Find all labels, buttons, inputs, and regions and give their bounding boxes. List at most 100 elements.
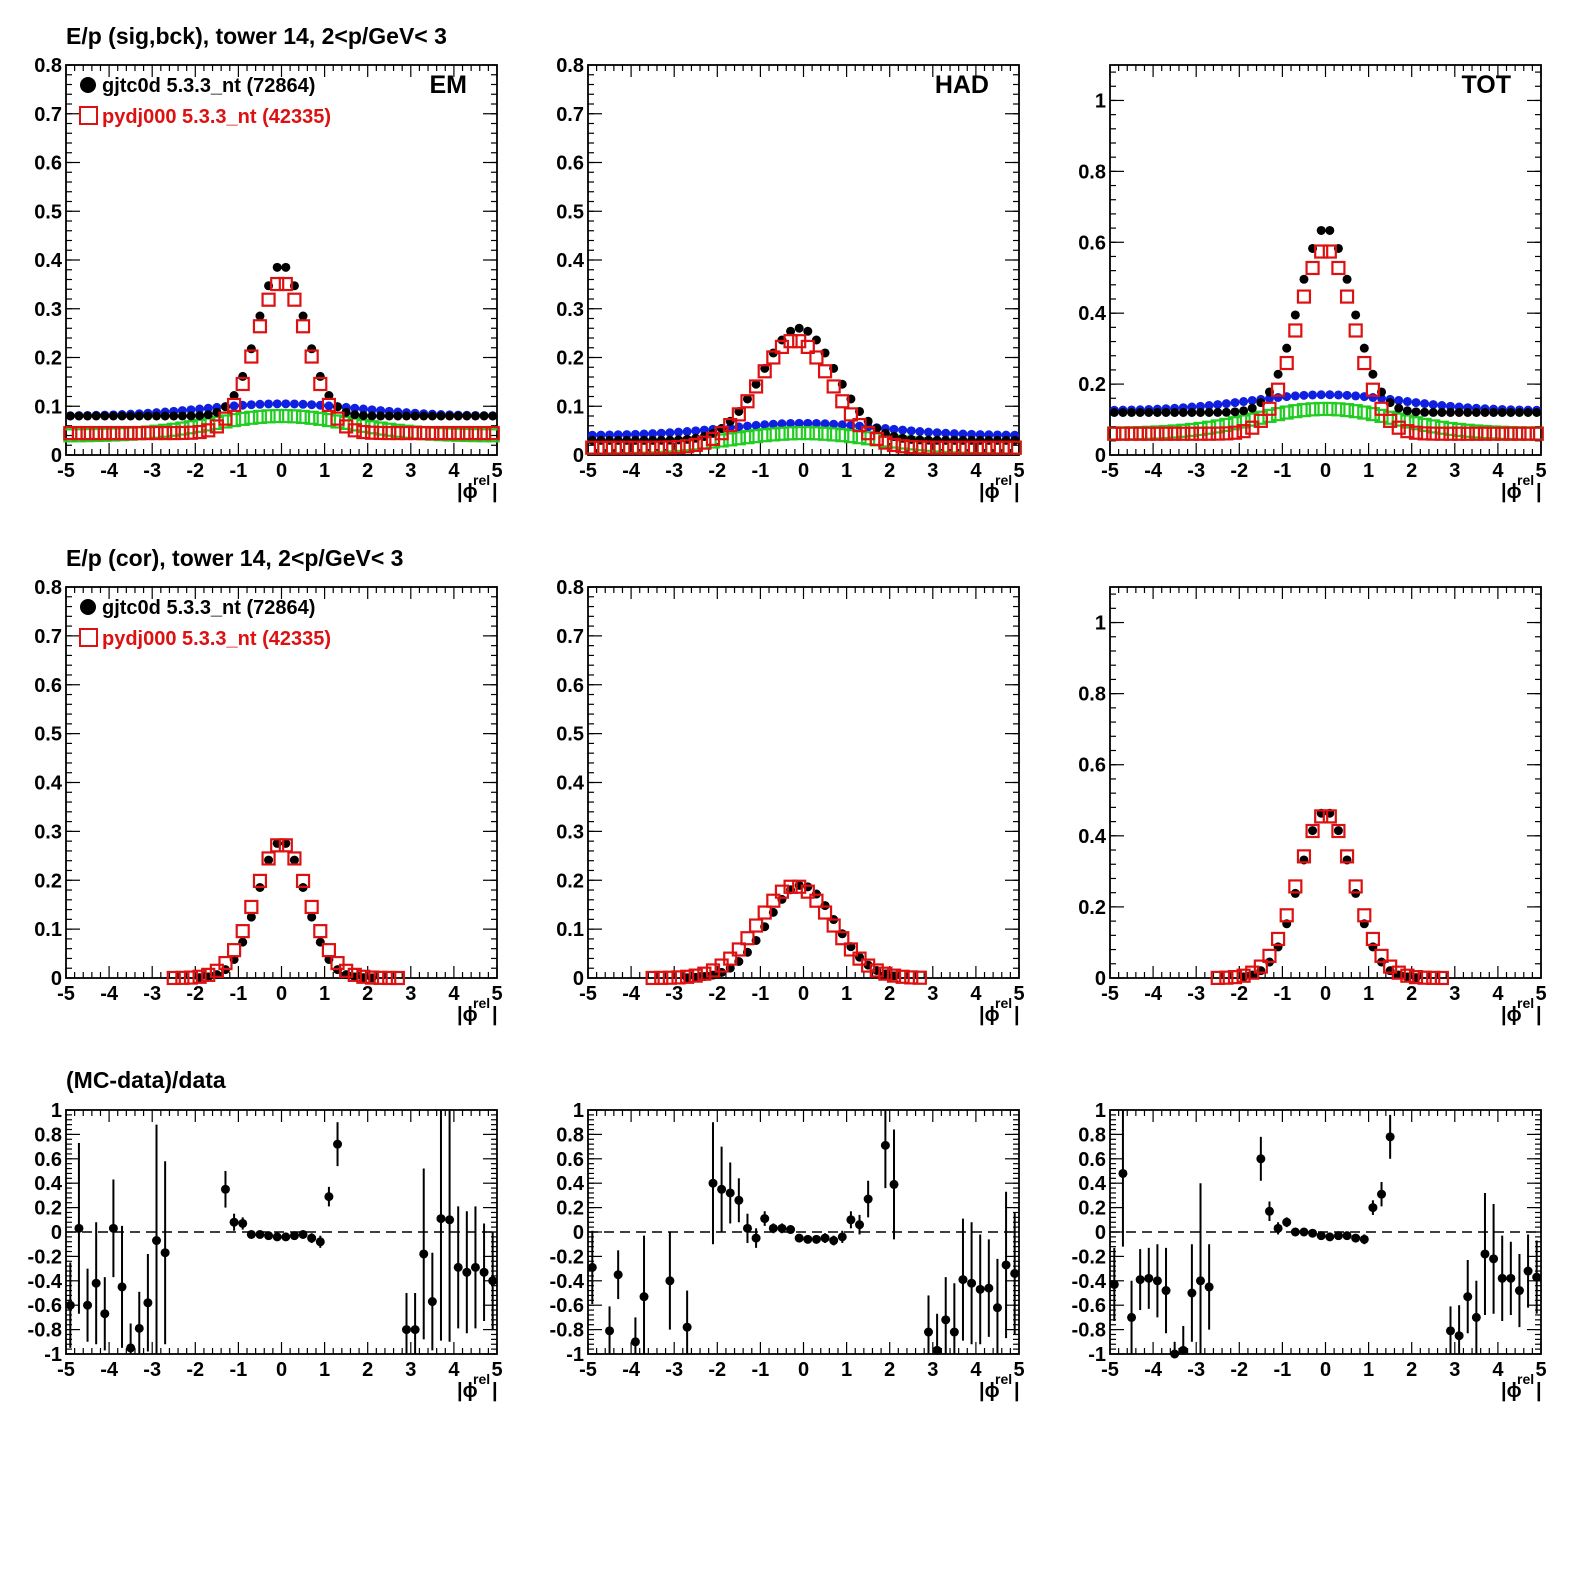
ratio-point bbox=[289, 1231, 299, 1241]
bck-mc-point bbox=[740, 430, 755, 445]
sig-mc-point bbox=[766, 350, 781, 365]
bck-data-point bbox=[949, 429, 959, 439]
sig-data-point bbox=[462, 411, 472, 421]
sig-data-point bbox=[1247, 403, 1257, 413]
ratio-point bbox=[605, 1326, 615, 1336]
y-tick-label: 0 bbox=[51, 445, 62, 467]
y-tick-label: 0.4 bbox=[556, 773, 585, 795]
bck-data-point bbox=[889, 424, 899, 434]
bck-data-point bbox=[1437, 401, 1447, 411]
bck-mc-point bbox=[843, 429, 859, 444]
ratio-point bbox=[923, 1327, 933, 1337]
bck-mc-point bbox=[1314, 401, 1329, 417]
x-axis-label-sup: rel bbox=[1517, 995, 1534, 1011]
plot-frame bbox=[587, 586, 1020, 979]
ratio-point bbox=[1161, 1286, 1171, 1296]
sig-mc-point bbox=[1253, 413, 1268, 428]
x-tick-label: 1 bbox=[841, 1359, 852, 1381]
ratio-point bbox=[1290, 1227, 1300, 1237]
y-tick-label: 0.8 bbox=[34, 55, 62, 77]
sig-mc-point bbox=[433, 425, 449, 441]
sig-data-point bbox=[134, 411, 144, 421]
cor-mc-point bbox=[809, 893, 824, 908]
x-axis-label-sup: rel bbox=[995, 1371, 1012, 1387]
x-axis-label: |ϕ bbox=[457, 481, 478, 503]
ratio-point bbox=[1342, 1231, 1352, 1241]
ratio-point bbox=[1204, 1282, 1214, 1292]
bck-data-point bbox=[829, 419, 839, 429]
sig-mc-point bbox=[1236, 424, 1251, 439]
sig-data-point bbox=[803, 326, 813, 336]
sig-mc-point bbox=[1158, 426, 1174, 441]
bck-mc-point bbox=[1296, 402, 1312, 418]
bck-data-point bbox=[324, 401, 334, 411]
x-tick-label: -4 bbox=[1144, 1359, 1163, 1381]
ratio-point bbox=[1170, 1349, 1180, 1359]
cor-mc-point bbox=[175, 970, 190, 985]
sig-data-point bbox=[751, 379, 761, 389]
bck-mc-point bbox=[226, 413, 242, 428]
x-tick-label: -2 bbox=[1230, 983, 1248, 1005]
ratio-point bbox=[152, 1236, 162, 1246]
bck-data-point bbox=[229, 401, 239, 411]
y-tick-label: -0.8 bbox=[550, 1320, 584, 1342]
x-axis-label-sup: rel bbox=[473, 1371, 490, 1387]
bck-data-point bbox=[648, 429, 658, 439]
bck-data-point bbox=[906, 426, 916, 436]
sig-mc-point bbox=[132, 425, 147, 441]
sig-data-point bbox=[1221, 407, 1231, 417]
x-tick-label: 0 bbox=[798, 1359, 809, 1381]
sig-mc-point bbox=[723, 417, 738, 433]
bck-data-point bbox=[777, 419, 787, 429]
y-tick-label: 0.2 bbox=[34, 1198, 62, 1220]
sig-data-point bbox=[1445, 407, 1455, 417]
cor-data-point bbox=[264, 855, 274, 865]
sig-data-point bbox=[1290, 310, 1300, 320]
cor-data-point bbox=[307, 912, 317, 922]
x-tick-label: -2 bbox=[186, 460, 204, 482]
x-axis-label: |ϕ bbox=[1501, 1380, 1522, 1402]
ratio-point bbox=[220, 1184, 230, 1194]
ratio-point bbox=[1152, 1276, 1162, 1286]
sig-mc-point bbox=[654, 440, 669, 455]
sig-data-point bbox=[117, 411, 127, 421]
sig-mc-point bbox=[399, 425, 414, 441]
y-tick-label: 0.1 bbox=[34, 919, 62, 941]
sig-data-point bbox=[1196, 407, 1206, 417]
sig-data-point bbox=[1299, 274, 1309, 284]
bck-data-point bbox=[203, 403, 213, 413]
ratio-point bbox=[975, 1284, 985, 1294]
cor-data-point bbox=[1333, 826, 1343, 836]
sig-mc-point bbox=[697, 435, 712, 450]
sig-mc-point bbox=[1520, 426, 1536, 441]
sig-mc-point bbox=[364, 425, 380, 440]
x-axis-label: |ϕ bbox=[979, 481, 1000, 503]
x-axis-label-sup: rel bbox=[473, 472, 490, 488]
x-axis-label-bar: | bbox=[1014, 481, 1020, 503]
y-tick-label: 0 bbox=[573, 968, 584, 990]
ratio-point bbox=[65, 1300, 75, 1310]
sig-data-point bbox=[272, 262, 282, 272]
x-tick-label: -3 bbox=[665, 983, 683, 1005]
x-tick-label: 4 bbox=[448, 983, 460, 1005]
y-tick-label: -0.6 bbox=[1072, 1295, 1106, 1317]
sig-mc-point bbox=[1408, 425, 1424, 440]
sig-data-point bbox=[195, 411, 205, 421]
x-tick-label: 0 bbox=[798, 983, 809, 1005]
cor-mc-point bbox=[192, 969, 207, 984]
sig-data-point bbox=[1454, 407, 1464, 417]
bck-data-point bbox=[639, 429, 649, 439]
x-tick-label: 2 bbox=[362, 1359, 373, 1381]
bck-data-point bbox=[941, 428, 951, 438]
x-tick-label: 5 bbox=[491, 460, 502, 482]
bck-mc-point bbox=[774, 426, 790, 441]
x-tick-label: -4 bbox=[1144, 983, 1163, 1005]
x-tick-label: -4 bbox=[622, 1359, 641, 1381]
ratio-point bbox=[453, 1262, 463, 1272]
sig-data-point bbox=[1351, 310, 1361, 320]
sig-mc-point bbox=[252, 319, 268, 334]
y-tick-label: 0.2 bbox=[1078, 897, 1106, 919]
sig-mc-point bbox=[1150, 426, 1165, 441]
ratio-point bbox=[255, 1229, 265, 1239]
cor-mc-point bbox=[748, 918, 764, 933]
